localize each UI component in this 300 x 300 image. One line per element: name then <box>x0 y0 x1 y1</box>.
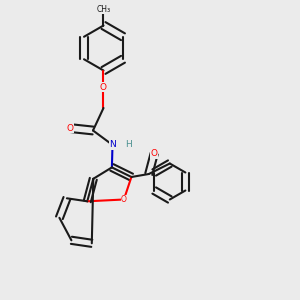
Text: H: H <box>126 140 132 149</box>
Text: O: O <box>151 149 158 158</box>
Text: CH₃: CH₃ <box>96 4 111 14</box>
Text: O: O <box>67 124 74 133</box>
Text: N: N <box>109 140 116 149</box>
Text: O: O <box>100 82 107 91</box>
Text: O: O <box>121 195 127 204</box>
